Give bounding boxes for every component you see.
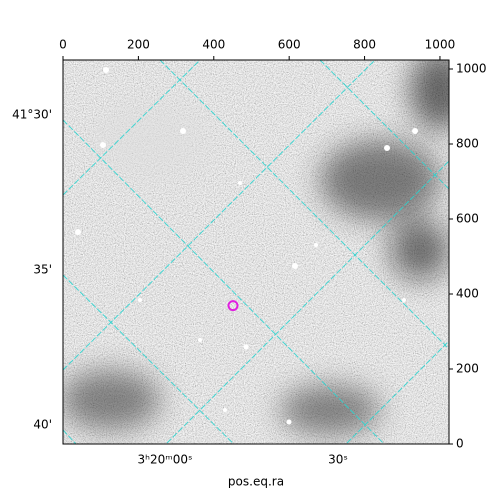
y-tick-label: 400 [456,287,479,301]
dec-tick-label: 35' [33,263,52,277]
y-tick-label: 1000 [456,62,487,76]
x-tick-label: 0 [59,38,67,52]
source-marker [227,300,239,312]
x-tick-label: 1000 [425,38,456,52]
y-tick-label: 0 [456,437,464,451]
stars [75,67,418,425]
x-tick-label: 800 [353,38,376,52]
coordinate-grid [63,60,449,444]
x-tick-label: 200 [127,38,150,52]
x-axis-label: pos.eq.ra [228,475,284,489]
dec-tick-label: 41°30' [12,108,52,122]
sky-image [63,60,449,444]
x-tick-label: 400 [202,38,225,52]
y-tick-label: 200 [456,362,479,376]
plot-frame [62,59,450,445]
wcs-ticks: 3ʰ20ᵐ00ˢ 30ˢ 41°30' 35' 40' [12,108,348,467]
y-tick-label: 600 [456,212,479,226]
dec-tick-label: 40' [33,418,52,432]
x-tick-label: 600 [278,38,301,52]
ra-tick-label: 3ʰ20ᵐ00ˢ [138,453,193,467]
ra-tick-label: 30ˢ [328,453,348,467]
y-tick-label: 800 [456,137,479,151]
